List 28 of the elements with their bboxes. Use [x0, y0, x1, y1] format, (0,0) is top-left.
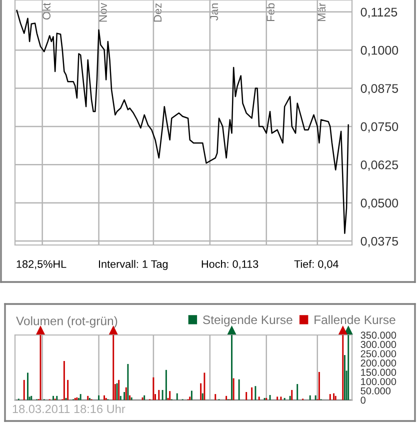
y-tick-label: 50.000: [360, 387, 391, 394]
x-tick-label: Mär: [318, 2, 326, 21]
y-tick-label: 0,0375: [360, 236, 398, 248]
y-tick-label: 0,0750: [360, 122, 398, 133]
y-tick-label: 0,0500: [360, 198, 398, 209]
x-tick-label: Nov: [99, 2, 107, 22]
y-tick-label: 0: [360, 396, 366, 404]
y-tick-label: 150.000: [361, 368, 396, 376]
legend-label: Fallende Kurse: [314, 315, 396, 324]
y-tick-label: 250.000: [360, 350, 396, 358]
y-tick-label: 300.000: [360, 340, 396, 348]
text: 18.03.2011 18:16 Uhr: [12, 404, 126, 414]
text: 182,5%HL: [16, 260, 66, 270]
y-tick-label: 100.000: [361, 378, 396, 386]
legend-label: Steigende Kurse: [203, 315, 292, 327]
y-tick-label: 200.000: [360, 360, 396, 367]
text: Tief: 0,04: [294, 260, 338, 270]
y-tick-label: 0,1000: [360, 46, 398, 56]
x-tick-label: Jan: [210, 4, 218, 21]
x-tick-label: Feb: [266, 3, 275, 22]
x-tick-label: Okt: [42, 2, 50, 20]
y-tick-label: 0,0625: [360, 160, 398, 171]
text: Hoch: 0,113: [202, 260, 258, 270]
y-tick-label: 0,1125: [360, 8, 398, 18]
chart-title: Volumen (rot-grün): [16, 316, 118, 328]
text: Intervall: 1 Tag: [99, 260, 168, 270]
y-tick-label: 0,0875: [360, 84, 398, 94]
y-tick-label: 350.000: [360, 332, 396, 339]
